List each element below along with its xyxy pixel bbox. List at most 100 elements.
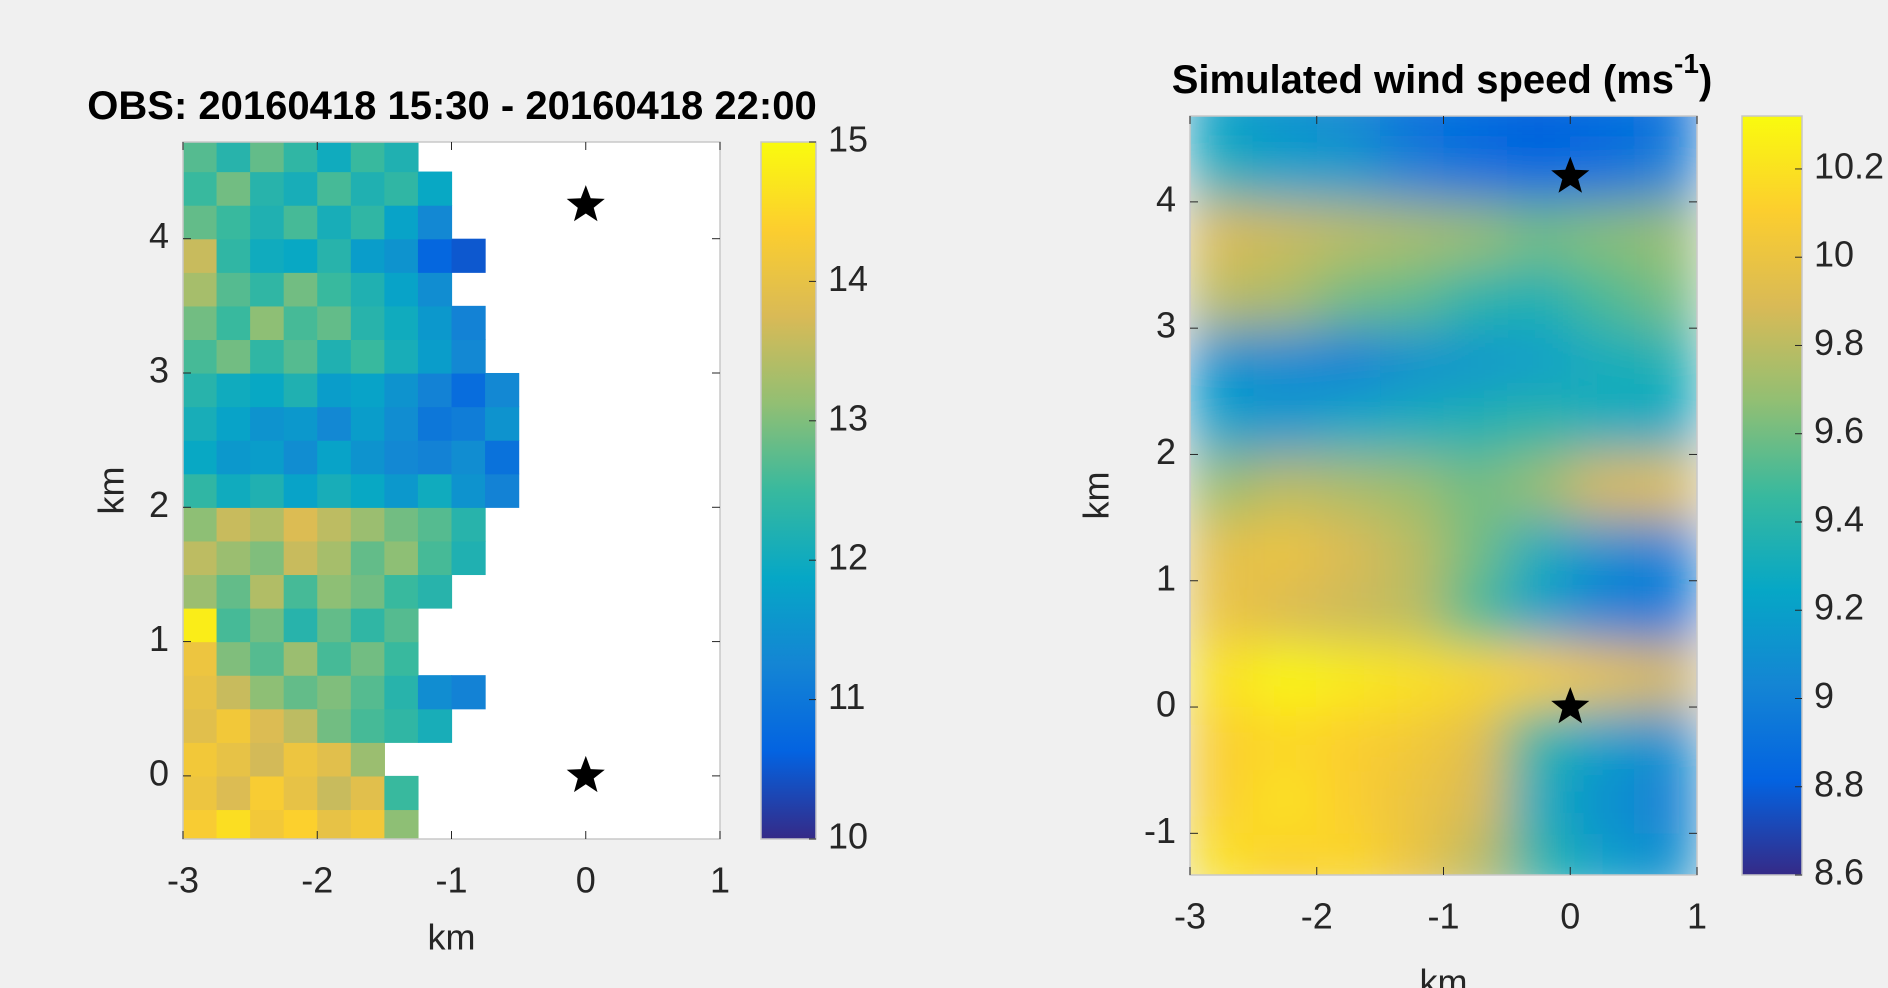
heatmap-cell xyxy=(216,205,251,240)
heatmap-cell xyxy=(250,708,285,743)
heatmap-cell xyxy=(1380,454,1445,519)
heatmap-cell xyxy=(1190,517,1254,582)
heatmap-cell xyxy=(350,708,385,743)
heatmap-cell xyxy=(1380,138,1445,203)
heatmap-cell xyxy=(1506,201,1571,266)
y-tick-label: 4 xyxy=(149,215,169,256)
heatmap-cell xyxy=(183,675,218,710)
heatmap-cell xyxy=(317,641,352,676)
heatmap-cell xyxy=(1570,707,1635,771)
heatmap-cell xyxy=(350,473,385,508)
heatmap-cell xyxy=(1570,770,1635,834)
heatmap-cell xyxy=(485,473,520,508)
heatmap-cell xyxy=(1190,201,1254,266)
heatmap-cell xyxy=(384,238,419,273)
heatmap-cell xyxy=(1570,201,1635,266)
heatmap-cell xyxy=(1633,201,1697,266)
colorbar-tick-label: 9.4 xyxy=(1814,498,1864,539)
heatmap-cell xyxy=(417,372,453,408)
heatmap-cell xyxy=(183,440,218,475)
heatmap-cell xyxy=(183,142,218,173)
title-part: -1 xyxy=(1674,48,1699,79)
heatmap-cell xyxy=(1316,833,1381,875)
heatmap-cell xyxy=(183,305,218,341)
heatmap-cell xyxy=(417,708,453,743)
heatmap-cell xyxy=(417,574,453,609)
heatmap-cell xyxy=(1633,391,1697,456)
star-marker xyxy=(1551,156,1590,193)
heatmap-cell xyxy=(417,507,453,542)
heatmap-cell xyxy=(1190,580,1254,645)
heatmap-cell xyxy=(350,272,385,307)
heatmap-cell xyxy=(350,775,385,811)
colorbar-tick-label: 10 xyxy=(1814,234,1854,275)
heatmap-cell xyxy=(1316,391,1381,456)
heatmap-cell xyxy=(216,339,251,374)
heatmap-cell xyxy=(283,574,318,609)
heatmap-cell xyxy=(1316,138,1381,203)
heatmap-cell xyxy=(250,142,285,173)
heatmap-cell xyxy=(1443,770,1508,834)
heatmap-cell xyxy=(384,205,419,240)
heatmap-cell xyxy=(183,540,218,576)
heatmap-cell xyxy=(183,171,218,206)
heatmap-cell xyxy=(283,473,318,508)
heatmap-cell xyxy=(317,540,352,576)
heatmap-cell xyxy=(1316,707,1381,771)
heatmap-cell xyxy=(417,406,453,441)
heatmap-cell xyxy=(1570,833,1635,875)
heatmap-cell xyxy=(1316,517,1381,582)
heatmap-cell xyxy=(1570,454,1635,519)
heatmap-cell xyxy=(350,406,385,441)
heatmap-cell xyxy=(451,238,486,273)
colorbar xyxy=(760,141,817,840)
heatmap-cell xyxy=(216,775,251,811)
heatmap-cell xyxy=(283,540,318,576)
heatmap-cell xyxy=(350,540,385,576)
heatmap-cell xyxy=(183,238,218,273)
heatmap-cell xyxy=(216,272,251,307)
heatmap-cell xyxy=(1443,833,1508,875)
x-tick-label: 0 xyxy=(1560,896,1580,937)
heatmap-cell xyxy=(1316,770,1381,834)
star-marker xyxy=(1551,687,1590,724)
heatmap-cell xyxy=(183,205,218,240)
heatmap-cell xyxy=(1253,138,1318,203)
heatmap-cell xyxy=(283,372,318,408)
heatmap-cell xyxy=(283,272,318,307)
heatmap-cell xyxy=(451,305,486,341)
heatmap-cell xyxy=(283,809,318,839)
heatmap-cell xyxy=(1253,265,1318,329)
heatmap-cell xyxy=(417,305,453,341)
heatmap-cell xyxy=(350,171,385,206)
heatmap-cell xyxy=(216,171,251,206)
heatmap-cell xyxy=(183,406,218,441)
heatmap-cell xyxy=(350,742,385,777)
heatmap-cell xyxy=(1380,265,1445,329)
heatmap-cell xyxy=(283,675,318,710)
heatmap-cell xyxy=(183,507,218,542)
heatmap-cell xyxy=(384,305,419,341)
heatmap-cell xyxy=(1443,707,1508,771)
heatmap-cell xyxy=(384,440,419,475)
heatmap-cell xyxy=(283,305,318,341)
heatmap-cell xyxy=(317,675,352,710)
heatmap-cell xyxy=(1190,833,1254,875)
heatmap-cell xyxy=(384,272,419,307)
heatmap-cell xyxy=(283,205,318,240)
star-marker xyxy=(566,185,605,222)
heatmap-cell xyxy=(1253,454,1318,519)
heatmap-cell xyxy=(250,742,285,777)
heatmap-cell xyxy=(1443,328,1508,392)
x-tick-label: -2 xyxy=(1301,896,1333,937)
heatmap-cell xyxy=(350,238,385,273)
heatmap-cell xyxy=(216,608,251,643)
x-tick-label: 1 xyxy=(710,860,730,901)
heatmap-cell xyxy=(283,507,318,542)
cells-clip xyxy=(1190,116,1697,875)
heatmap-cell xyxy=(485,440,520,475)
heatmap-cell xyxy=(384,142,419,173)
heatmap-cell xyxy=(250,608,285,643)
heatmap-cell xyxy=(283,406,318,441)
